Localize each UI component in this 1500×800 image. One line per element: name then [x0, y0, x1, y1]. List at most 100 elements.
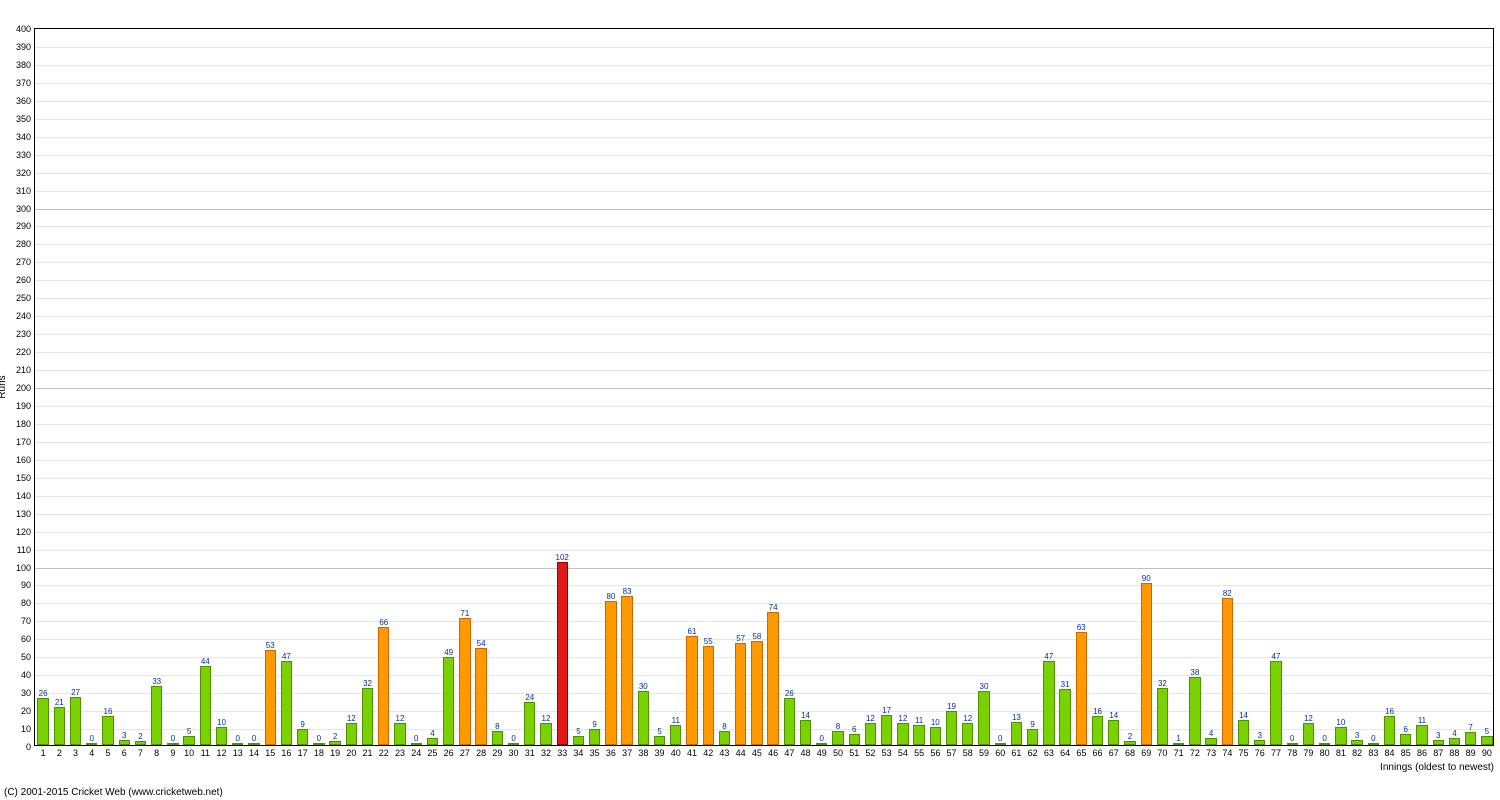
bar-value-label: 21 [55, 698, 64, 708]
x-tick-label: 18 [314, 745, 324, 758]
bar-value-label: 32 [363, 679, 372, 689]
bar: 12 [346, 723, 357, 745]
bar: 71 [459, 618, 470, 745]
y-tick-label: 160 [16, 455, 35, 465]
bar: 83 [621, 596, 632, 745]
x-tick-label: 40 [671, 745, 681, 758]
bar-value-label: 2 [1128, 732, 1132, 742]
bar: 19 [946, 711, 957, 745]
grid-line [35, 262, 1493, 263]
x-tick-label: 12 [217, 745, 227, 758]
y-tick-label: 130 [16, 509, 35, 519]
bar: 5 [573, 736, 584, 745]
bar-value-label: 19 [947, 702, 956, 712]
bar: 32 [362, 688, 373, 745]
bar: 31 [1059, 689, 1070, 745]
x-tick-label: 15 [265, 745, 275, 758]
bar-value-label: 5 [1485, 727, 1489, 737]
x-tick-label: 5 [105, 745, 110, 758]
x-tick-label: 78 [1287, 745, 1297, 758]
bar: 12 [1303, 723, 1314, 745]
bar-value-label: 12 [866, 714, 875, 724]
y-tick-label: 380 [16, 60, 35, 70]
x-tick-label: 73 [1206, 745, 1216, 758]
bar-value-label: 12 [963, 714, 972, 724]
x-tick-label: 23 [395, 745, 405, 758]
bar-value-label: 3 [122, 731, 126, 741]
bar-value-label: 7 [1468, 723, 1472, 733]
y-tick-label: 40 [21, 670, 35, 680]
bar: 9 [1027, 729, 1038, 745]
bar-value-label: 3 [1436, 731, 1440, 741]
x-tick-label: 37 [622, 745, 632, 758]
bar: 11 [913, 725, 924, 745]
bar-value-label: 49 [444, 648, 453, 658]
bar: 82 [1222, 598, 1233, 745]
bar: 8 [492, 731, 503, 745]
bar: 16 [1384, 716, 1395, 745]
bar: 7 [1465, 732, 1476, 745]
y-tick-label: 300 [16, 204, 35, 214]
y-tick-label: 350 [16, 114, 35, 124]
bar-value-label: 58 [752, 632, 761, 642]
x-tick-label: 36 [606, 745, 616, 758]
x-tick-label: 44 [736, 745, 746, 758]
plot-area: 0102030405060708090100110120130140150160… [34, 28, 1494, 746]
bar-value-label: 63 [1077, 623, 1086, 633]
bar-value-label: 32 [1158, 679, 1167, 689]
x-tick-label: 19 [330, 745, 340, 758]
bar: 63 [1076, 632, 1087, 745]
bar: 17 [881, 715, 892, 746]
bar: 57 [735, 643, 746, 745]
bar-value-label: 4 [1452, 729, 1456, 739]
y-tick-label: 80 [21, 598, 35, 608]
bar: 12 [540, 723, 551, 745]
x-tick-label: 34 [573, 745, 583, 758]
bar: 12 [897, 723, 908, 745]
x-tick-label: 17 [298, 745, 308, 758]
bar: 55 [703, 646, 714, 745]
x-tick-label: 60 [995, 745, 1005, 758]
x-tick-label: 10 [184, 745, 194, 758]
chart-container: 0102030405060708090100110120130140150160… [0, 0, 1500, 800]
x-tick-label: 43 [719, 745, 729, 758]
x-tick-label: 62 [1028, 745, 1038, 758]
x-tick-label: 21 [363, 745, 373, 758]
bar-value-label: 8 [495, 722, 499, 732]
bar-value-label: 30 [639, 682, 648, 692]
x-tick-label: 8 [154, 745, 159, 758]
x-tick-label: 79 [1303, 745, 1313, 758]
y-tick-label: 340 [16, 132, 35, 142]
x-tick-label: 66 [1093, 745, 1103, 758]
bar-value-label: 11 [1418, 716, 1426, 726]
grid-line [35, 155, 1493, 156]
x-tick-label: 70 [1157, 745, 1167, 758]
bar-value-label: 5 [657, 727, 661, 737]
bar-value-label: 4 [430, 729, 434, 739]
bar: 4 [1449, 738, 1460, 745]
grid-line [35, 370, 1493, 371]
bar: 47 [1270, 661, 1281, 745]
bar: 47 [281, 661, 292, 745]
x-tick-label: 75 [1239, 745, 1249, 758]
bar: 8 [832, 731, 843, 745]
x-tick-label: 50 [833, 745, 843, 758]
x-tick-label: 71 [1174, 745, 1184, 758]
grid-line [35, 585, 1493, 586]
x-tick-label: 89 [1466, 745, 1476, 758]
y-tick-label: 50 [21, 652, 35, 662]
bar-value-label: 31 [1061, 680, 1070, 690]
bar-value-label: 17 [882, 706, 891, 716]
bar-value-label: 8 [722, 722, 726, 732]
x-tick-label: 90 [1482, 745, 1492, 758]
bar: 11 [670, 725, 681, 745]
bar-value-label: 14 [1109, 711, 1118, 721]
bar-value-label: 1 [1176, 734, 1180, 744]
bar-value-label: 9 [300, 720, 304, 730]
y-tick-label: 120 [16, 527, 35, 537]
bar-value-label: 12 [1304, 714, 1313, 724]
bar-value-label: 53 [266, 641, 275, 651]
bar-value-label: 47 [282, 652, 291, 662]
grid-line [35, 244, 1493, 245]
y-tick-label: 330 [16, 150, 35, 160]
